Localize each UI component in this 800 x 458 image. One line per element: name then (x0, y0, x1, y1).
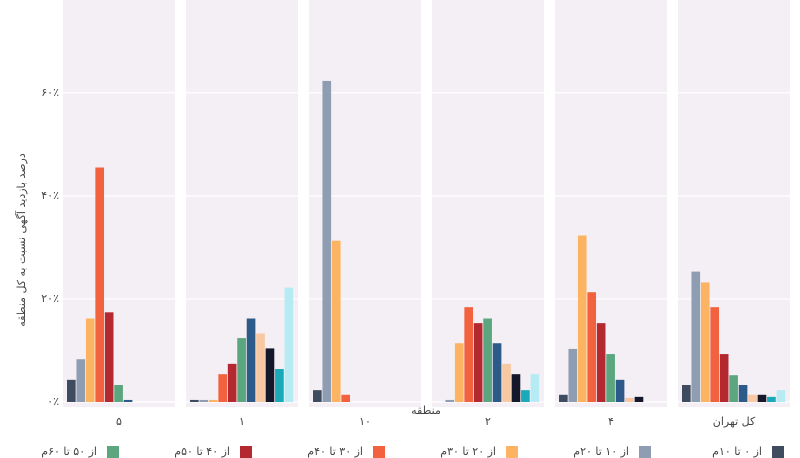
legend-swatch (107, 446, 119, 458)
bar (596, 323, 606, 402)
bar (511, 374, 521, 402)
facet-panel (555, 0, 667, 407)
y-tick-label: ۶۰٪ (41, 86, 59, 99)
x-axis-label: منطقه (411, 404, 441, 417)
bar (256, 333, 265, 402)
legend-swatch (772, 446, 784, 458)
legend-label: از ۳۰ تا ۴۰م (307, 445, 363, 458)
bar (625, 397, 634, 402)
bar (284, 287, 294, 402)
legend-label: از ۴۰ تا ۵۰م (174, 445, 230, 458)
bar (275, 369, 284, 402)
bar (208, 399, 218, 402)
bar (568, 348, 578, 402)
bar (114, 384, 123, 402)
bar (473, 323, 483, 402)
bar (700, 282, 710, 402)
bar (606, 354, 615, 402)
bar (265, 348, 275, 402)
bar (767, 396, 776, 402)
bar (483, 318, 492, 402)
bar (710, 307, 720, 402)
bar (85, 318, 95, 402)
bar (530, 374, 540, 402)
facet-label: کل تهران (713, 415, 756, 428)
bar (776, 390, 786, 402)
facet-label: ۵ (116, 415, 122, 428)
bar (227, 363, 237, 402)
bar (738, 384, 748, 402)
bar (445, 399, 455, 402)
bar (691, 271, 701, 402)
y-tick-label: ۲۰٪ (41, 292, 59, 305)
bar (502, 363, 511, 402)
bar (719, 354, 729, 402)
bar (587, 292, 597, 402)
legend-swatch (506, 446, 518, 458)
facet-panel (63, 0, 175, 407)
facet-label: ۱ (239, 415, 245, 428)
bar (104, 312, 114, 402)
legend-label: از ۵۰ تا ۶۰م (41, 445, 97, 458)
bar (577, 235, 587, 402)
bar (757, 394, 767, 402)
bar (76, 359, 86, 402)
y-axis-label: درصد بازدید آگهی نسبت به کل منطقه (14, 153, 28, 327)
bar (615, 379, 625, 402)
bar (218, 374, 228, 402)
bar (313, 390, 322, 402)
bar (492, 343, 502, 402)
facet-label: ۲ (485, 415, 491, 428)
bar (748, 394, 757, 402)
bar (521, 390, 530, 402)
legend-swatch (639, 446, 651, 458)
bar (729, 375, 738, 402)
bar (190, 399, 199, 402)
facet-label: ۱۰ (359, 415, 371, 428)
bar (559, 394, 568, 402)
legend-swatch (240, 446, 252, 458)
bar (454, 343, 464, 402)
y-tick-label: ۴۰٪ (41, 189, 59, 202)
bar (331, 240, 341, 402)
bar (682, 384, 691, 402)
bar (322, 80, 332, 403)
bar (246, 318, 256, 402)
bar (464, 307, 474, 402)
legend-swatch (373, 446, 385, 458)
bar (341, 394, 351, 402)
bar (67, 379, 76, 402)
bar (237, 338, 246, 402)
facet-label: ۴ (608, 415, 614, 428)
bar (634, 396, 644, 402)
legend-label: از ۲۰ تا ۳۰م (440, 445, 496, 458)
legend-label: از ۱۰ تا ۲۰م (573, 445, 629, 458)
y-tick-label: ۰٪ (47, 395, 59, 408)
legend-label: از ۰ تا ۱۰م (712, 445, 762, 458)
bar (123, 399, 133, 402)
bar (199, 399, 209, 402)
bar (95, 167, 105, 402)
